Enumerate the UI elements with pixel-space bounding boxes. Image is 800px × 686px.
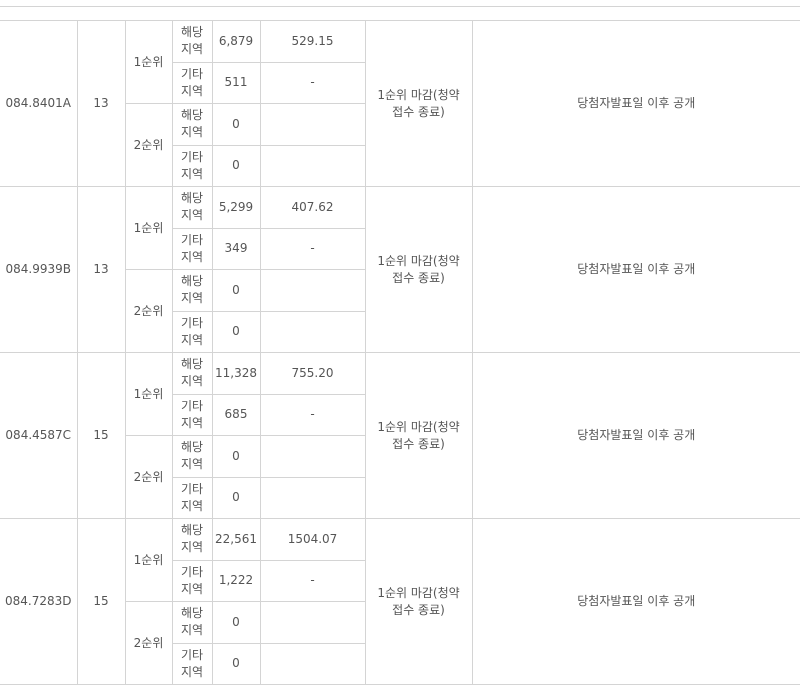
- competition-rate: [259, 144, 365, 187]
- applicant-count: 511: [211, 61, 261, 104]
- rank-label: 2순위: [125, 269, 173, 353]
- winner-result: 당첨자발표일 이후 공개: [471, 352, 800, 519]
- competition-rate: [259, 310, 365, 353]
- rank-label: 1순위: [124, 352, 173, 436]
- area-label: 해당 지역: [171, 269, 213, 312]
- rank-label: 1순위: [124, 186, 173, 270]
- area-label: 해당 지역: [171, 435, 213, 478]
- area-label: 해당 지역: [171, 103, 213, 146]
- competition-rate: -: [259, 559, 365, 602]
- applicant-count: 0: [211, 144, 261, 187]
- applicant-count: 685: [211, 393, 261, 436]
- supply-count: 13: [76, 20, 126, 187]
- applicant-count: 0: [211, 476, 261, 519]
- area-label: 기타 지역: [172, 476, 213, 519]
- rank-label: 1순위: [124, 20, 173, 104]
- rank-label: 1순위: [124, 518, 173, 602]
- subscription-results-table: 084.8401A 13 1순위 해당 지역 6,879 529.15 1순위 마감(청약 …: [0, 20, 800, 685]
- area-label: 기타 지역: [172, 61, 213, 104]
- table-row: 기타 지역 349-: [0, 227, 800, 270]
- table-row: 084.8401A 13 1순위 해당 지역 6,879 529.15 1순위 마감(청약 …: [0, 20, 800, 187]
- area-label: 해당 지역: [171, 186, 213, 229]
- area-label: 해당 지역: [171, 518, 213, 561]
- area-label: 기타 지역: [172, 310, 213, 353]
- applicant-count: 0: [211, 642, 261, 685]
- competition-rate: 529.15: [259, 20, 366, 63]
- winner-result: 당첨자발표일 이후 공개: [471, 518, 800, 685]
- table-row: 2순위 해당 지역 0: [0, 103, 800, 187]
- table-row: 2순위 해당 지역 0: [0, 601, 800, 685]
- supply-count: 15: [76, 352, 126, 519]
- competition-rate: 1504.07: [259, 518, 366, 561]
- table-row: 기타 지역 0: [0, 642, 800, 685]
- housing-type: 084.8401A: [0, 20, 78, 187]
- competition-rate: [259, 601, 365, 644]
- area-label: 기타 지역: [172, 144, 213, 187]
- area-label: 해당 지역: [171, 20, 213, 63]
- status: 1순위 마감(청약 접수 종료): [364, 352, 473, 519]
- area-label: 해당 지역: [171, 601, 213, 644]
- competition-rate: [259, 476, 365, 519]
- area-label: 기타 지역: [172, 642, 213, 685]
- competition-rate: 407.62: [259, 186, 366, 229]
- competition-rate: [259, 103, 365, 146]
- table-row: 2순위 해당 지역 0: [0, 269, 800, 353]
- applicant-count: 22,561: [211, 518, 261, 561]
- table-row: 기타 지역 0: [0, 144, 800, 187]
- applicant-count: 11,328: [211, 352, 261, 395]
- rank-label: 2순위: [125, 601, 173, 685]
- winner-result: 당첨자발표일 이후 공개: [471, 186, 800, 353]
- applicant-count: 5,299: [211, 186, 261, 229]
- housing-type: 084.4587C: [0, 352, 78, 519]
- area-label: 기타 지역: [172, 227, 213, 270]
- table-row: 기타 지역 0: [0, 476, 800, 519]
- competition-rate: [259, 269, 365, 312]
- applicant-count: 6,879: [211, 20, 261, 63]
- area-label: 해당 지역: [171, 352, 213, 395]
- status: 1순위 마감(청약 접수 종료): [364, 20, 473, 187]
- area-label: 기타 지역: [172, 393, 213, 436]
- supply-count: 13: [76, 186, 126, 353]
- area-label: 기타 지역: [172, 559, 213, 602]
- status: 1순위 마감(청약 접수 종료): [364, 186, 473, 353]
- competition-rate: -: [259, 227, 365, 270]
- table-row: 084.7283D 15 1순위 해당 지역 22,561 1504.07 1순위 마감(청…: [0, 518, 800, 685]
- competition-rate: -: [259, 61, 365, 104]
- competition-rate: 755.20: [259, 352, 366, 395]
- rank-label: 2순위: [125, 103, 173, 187]
- table-row: 기타 지역 0: [0, 310, 800, 353]
- competition-rate: -: [259, 393, 365, 436]
- status: 1순위 마감(청약 접수 종료): [364, 518, 473, 685]
- competition-rate: [259, 435, 365, 478]
- supply-count: 15: [76, 518, 126, 685]
- housing-type: 084.7283D: [0, 518, 78, 685]
- housing-type: 084.9939B: [0, 186, 78, 353]
- competition-rate: [259, 642, 365, 685]
- applicant-count: 0: [211, 601, 261, 644]
- applicant-count: 0: [211, 103, 261, 146]
- rank-label: 2순위: [125, 435, 173, 519]
- table-row: 084.9939B 13 1순위 해당 지역 5,299 407.62 1순위 마감(청약 …: [0, 186, 800, 353]
- table-top-border: [0, 6, 800, 7]
- applicant-count: 1,222: [211, 559, 261, 602]
- table-row: 2순위 해당 지역 0: [0, 435, 800, 519]
- applicant-count: 349: [211, 227, 261, 270]
- winner-result: 당첨자발표일 이후 공개: [471, 20, 800, 187]
- applicant-count: 0: [211, 435, 261, 478]
- applicant-count: 0: [211, 269, 261, 312]
- applicant-count: 0: [211, 310, 261, 353]
- table-row: 084.4587C 15 1순위 해당 지역 11,328 755.20 1순위 마감(청약…: [0, 352, 800, 519]
- table-row: 기타 지역 1,222-: [0, 559, 800, 602]
